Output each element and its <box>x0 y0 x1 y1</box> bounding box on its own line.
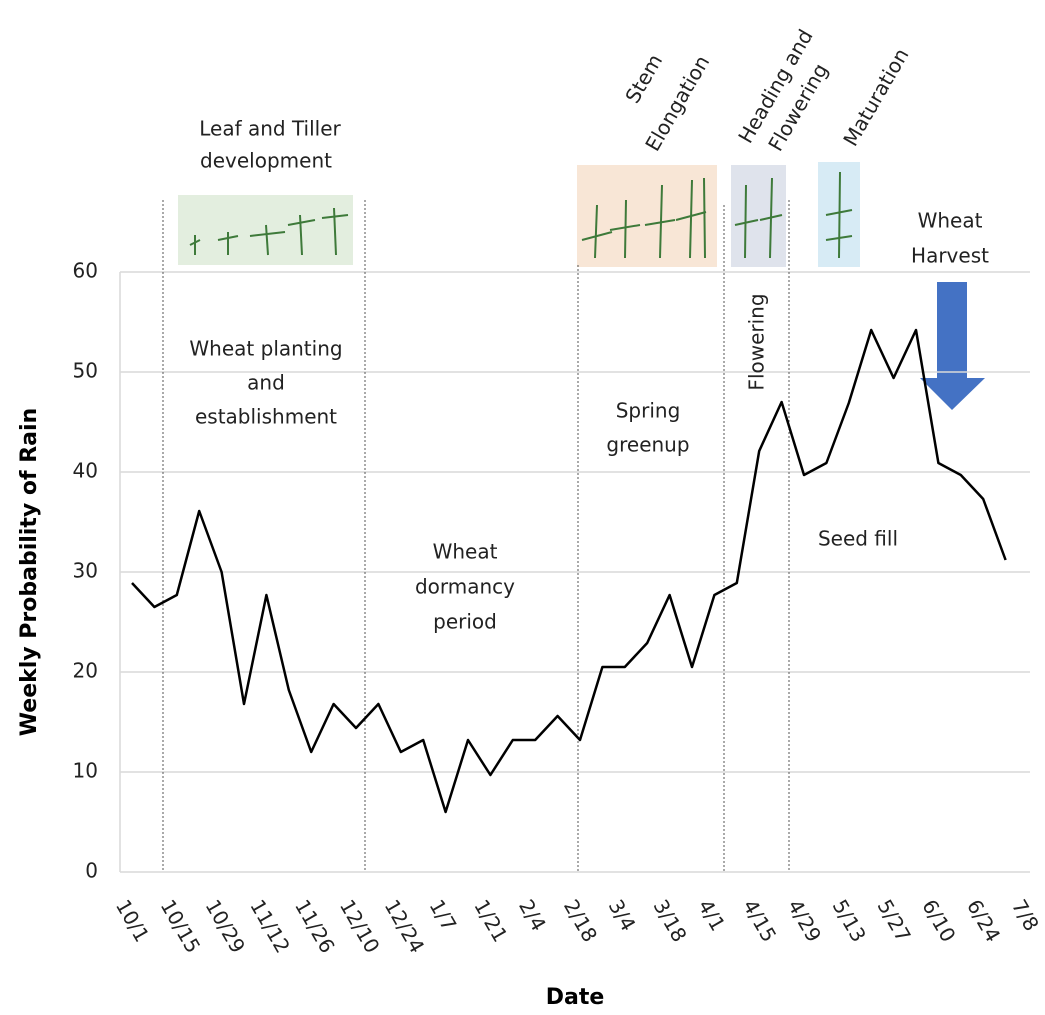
x-axis-title: Date <box>546 985 605 1010</box>
x-tick-label: 10/15 <box>156 895 206 957</box>
annotation: Wheat <box>433 540 498 564</box>
x-tick-label: 12/24 <box>380 895 430 957</box>
x-tick-label: 6/10 <box>917 895 960 946</box>
annotation: period <box>433 610 497 634</box>
x-tick-label: 2/4 <box>514 895 551 935</box>
x-tick-label: 10/29 <box>201 895 251 957</box>
plant-image <box>577 165 717 267</box>
chart: Weekly Probability of Rain Date 0 10 20 30 4… <box>0 0 1045 1015</box>
y-tick-label: 0 <box>85 859 98 883</box>
plot <box>132 330 1006 812</box>
annotation: development <box>200 149 332 173</box>
x-tick-label: 11/12 <box>245 895 295 957</box>
x-tick-label: 4/29 <box>783 895 826 946</box>
annotation: greenup <box>606 433 689 457</box>
page: {"chart_data": {"type": "line", "xlabel"… <box>0 0 1045 1015</box>
x-tick-label: 4/15 <box>738 895 781 946</box>
y-tick-label: 50 <box>73 359 98 383</box>
x-tick-label: 2/18 <box>559 895 602 946</box>
x-tick-label: 5/13 <box>828 895 871 946</box>
y-tick-label: 20 <box>73 659 98 683</box>
x-tick-label: 4/1 <box>693 895 730 935</box>
x-tick-label: 3/18 <box>649 895 692 946</box>
annotation: Maturation <box>838 44 913 150</box>
grid <box>120 272 1030 872</box>
x-tick-label: 6/24 <box>962 895 1005 946</box>
y-axis-title: Weekly Probability of Rain <box>17 408 42 736</box>
x-tick-label: 5/27 <box>873 895 916 946</box>
annotation: dormancy <box>415 575 515 599</box>
x-tick-label: 3/4 <box>604 895 641 935</box>
annotation: Wheat <box>918 209 983 233</box>
y-tick-label: 40 <box>73 459 98 483</box>
x-tick-label: 11/26 <box>290 895 340 957</box>
x-tick-label: 1/21 <box>469 895 512 946</box>
x-tick-label: 1/7 <box>425 895 462 935</box>
stage-lines <box>163 200 789 872</box>
annotation: Harvest <box>911 244 989 268</box>
x-tick-label: 10/1 <box>111 895 154 946</box>
harvest-arrow <box>920 282 985 410</box>
data-line <box>132 330 1006 812</box>
annotation: and <box>247 371 285 395</box>
annotation: establishment <box>195 405 337 429</box>
annotation: Leaf and Tiller <box>199 117 341 141</box>
annotation: Stem <box>620 50 667 107</box>
annotation: Seed fill <box>818 527 898 551</box>
annotation: Flowering <box>745 293 769 390</box>
annotation: Spring <box>616 399 681 423</box>
annotation: Wheat planting <box>189 337 342 361</box>
x-tick-label: 7/8 <box>1007 895 1044 935</box>
y-tick-label: 30 <box>73 559 98 583</box>
x-tick-label: 12/10 <box>335 895 385 957</box>
y-tick-label: 60 <box>73 259 98 283</box>
y-tick-label: 10 <box>73 759 98 783</box>
